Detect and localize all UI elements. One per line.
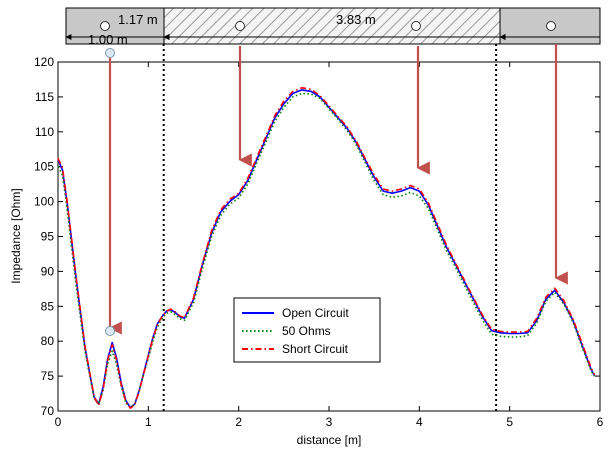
- y-tick-label-4: 90: [41, 264, 55, 278]
- marker-circle-2: [235, 21, 245, 31]
- y-tick-label-2: 80: [41, 334, 55, 348]
- segment-bar: 1.17 m 1.00 m 3.83 m: [65, 7, 601, 47]
- x-tick-label-2: 2: [235, 415, 242, 429]
- x-tick-label-1: 1: [145, 415, 152, 429]
- y-tick-label-0: 70: [41, 404, 55, 418]
- y-tick-label-9: 115: [35, 90, 54, 104]
- y-tick-label-6: 100: [34, 195, 54, 209]
- y-tick-label-10: 120: [34, 55, 54, 69]
- marker-circle-1: [100, 21, 110, 31]
- annotation-circle-bottom: [105, 326, 115, 336]
- annotations: [105, 44, 568, 336]
- segment-label-1: 1.17 m: [118, 12, 158, 27]
- segment-middle: [163, 7, 501, 45]
- series-line-2: [57, 87, 596, 410]
- legend-label-50: 50 Ohms: [282, 324, 331, 338]
- marker-circle-3: [411, 21, 421, 31]
- x-tick-label-5: 5: [506, 415, 513, 429]
- x-tick-label-0: 0: [55, 415, 62, 429]
- y-tick-label-7: 105: [34, 160, 54, 174]
- y-tick-label-3: 85: [41, 299, 55, 313]
- x-tick-label-3: 3: [326, 415, 333, 429]
- segment-label-2: 1.00 m: [88, 32, 128, 47]
- x-tick-label-6: 6: [597, 415, 604, 429]
- annotation-circle-top: [105, 48, 115, 58]
- y-tick-label-5: 95: [41, 230, 55, 244]
- x-tick-label-4: 4: [416, 415, 423, 429]
- plot-area: [57, 44, 596, 411]
- marker-circle-4: [546, 21, 556, 31]
- y-tick-label-1: 75: [41, 369, 55, 383]
- series-line-1: [57, 92, 596, 409]
- x-axis-label: distance [m]: [297, 433, 362, 447]
- segment-label-3: 3.83 m: [336, 12, 376, 27]
- y-axis-label: Impedance [Ohm]: [9, 188, 23, 283]
- axes: 0 1 2 3 4 5 6 70 75 80 85 90 95 100 105 110 115 120: [34, 55, 604, 429]
- y-tick-label-8: 110: [35, 125, 54, 139]
- legend-label-open: Open Circuit: [282, 306, 349, 320]
- legend: Open Circuit 50 Ohms Short Circuit: [233, 297, 381, 363]
- legend-label-short: Short Circuit: [282, 342, 349, 356]
